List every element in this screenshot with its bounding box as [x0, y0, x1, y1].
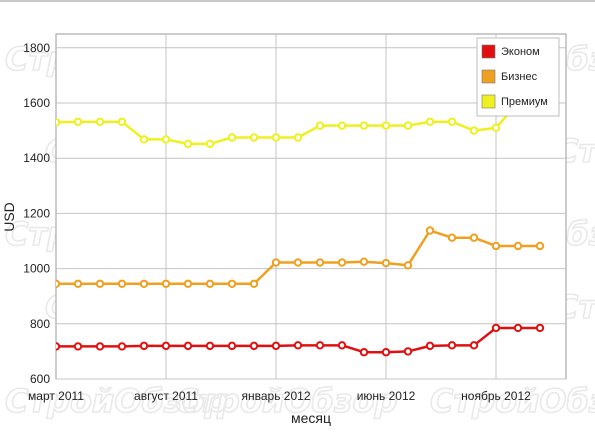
data-point [403, 261, 413, 270]
data-point [381, 348, 391, 357]
data-point [227, 133, 237, 142]
data-point [381, 258, 391, 268]
data-point [117, 117, 127, 126]
data-point [403, 121, 413, 130]
data-point [271, 258, 281, 267]
data-point [403, 347, 413, 356]
data-point [469, 126, 479, 135]
watermark-text: СтройОбзор [430, 382, 595, 420]
data-point [139, 279, 149, 288]
data-point [56, 279, 61, 288]
y-tick-label: 600 [30, 372, 50, 386]
data-point [359, 121, 369, 130]
data-point [249, 133, 259, 142]
data-point [491, 123, 501, 133]
data-point [513, 323, 523, 333]
legend-swatch [481, 44, 496, 59]
data-point [95, 279, 105, 288]
data-point [359, 348, 369, 357]
x-tick-label: ноябрь 2012 [461, 389, 531, 403]
data-point [425, 341, 435, 351]
data-point [205, 139, 215, 149]
data-point [293, 133, 303, 142]
data-point [535, 323, 545, 333]
data-point [271, 133, 281, 142]
data-point [469, 341, 479, 350]
data-point [513, 241, 523, 251]
data-point [227, 279, 237, 288]
y-tick-label: 800 [30, 317, 50, 331]
data-point [161, 341, 171, 351]
data-point [73, 117, 83, 126]
x-tick-label: январь 2012 [242, 389, 311, 403]
data-point [56, 342, 61, 351]
data-point [337, 258, 347, 267]
data-point [447, 117, 457, 126]
y-axis-title: USD [1, 202, 17, 232]
data-point [205, 279, 215, 288]
legend-label: Бизнес [501, 71, 538, 83]
data-point [73, 342, 83, 351]
y-tick-label: 1400 [23, 151, 50, 165]
data-point [139, 135, 149, 144]
y-tick-label: 1600 [23, 96, 50, 110]
data-point [95, 342, 105, 351]
data-point [139, 341, 149, 351]
x-tick-label: март 2011 [28, 389, 84, 403]
legend: Эконом Бизнес Премиум [476, 37, 560, 117]
data-point [469, 233, 479, 242]
data-point [315, 121, 325, 130]
data-point [447, 341, 457, 350]
series [56, 323, 545, 357]
data-point [271, 341, 281, 351]
legend-label: Эконом [501, 46, 540, 58]
y-axis-ticks: 600 800 1000 1200 1400 1600 1800 [23, 41, 50, 386]
data-point [293, 341, 303, 350]
legend-label: Премиум [501, 96, 548, 108]
data-point [95, 117, 105, 126]
data-point [491, 241, 501, 251]
data-point [337, 121, 347, 130]
data-point [293, 258, 303, 267]
x-tick-label: август 2011 [134, 389, 198, 403]
data-point [425, 226, 435, 235]
data-point [359, 257, 369, 266]
x-axis-ticks: март 2011 август 2011 январь 2012 июнь 2012… [28, 389, 531, 403]
y-tick-label: 1000 [23, 262, 50, 276]
data-point [249, 279, 259, 288]
data-point [381, 121, 391, 130]
data-point [56, 118, 61, 127]
data-point [491, 323, 501, 333]
data-point [161, 279, 171, 288]
data-point [117, 279, 127, 288]
y-tick-label: 1200 [23, 206, 50, 220]
y-tick-label: 1800 [23, 41, 50, 55]
legend-swatch [481, 69, 496, 84]
data-point [205, 341, 215, 351]
data-point [117, 342, 127, 351]
top-border [0, 0, 595, 2]
data-point [535, 241, 545, 251]
data-point [183, 341, 193, 351]
data-point [73, 279, 83, 288]
x-axis-title: месяц [291, 410, 331, 426]
data-point [447, 233, 457, 242]
series [56, 226, 545, 288]
watermark-text: СтройОбзор [175, 382, 397, 420]
data-point [337, 341, 347, 350]
data-point [227, 341, 237, 351]
data-point [315, 258, 325, 267]
data-point [249, 341, 259, 351]
series [56, 98, 545, 149]
legend-swatch [481, 94, 496, 109]
watermark-text: СтройОбзор [5, 382, 227, 420]
series-layer [56, 98, 545, 357]
data-point [183, 279, 193, 288]
data-point [315, 341, 325, 350]
data-point [425, 117, 435, 126]
data-point [183, 139, 193, 149]
x-tick-label: июнь 2012 [357, 389, 416, 403]
data-point [161, 135, 171, 144]
